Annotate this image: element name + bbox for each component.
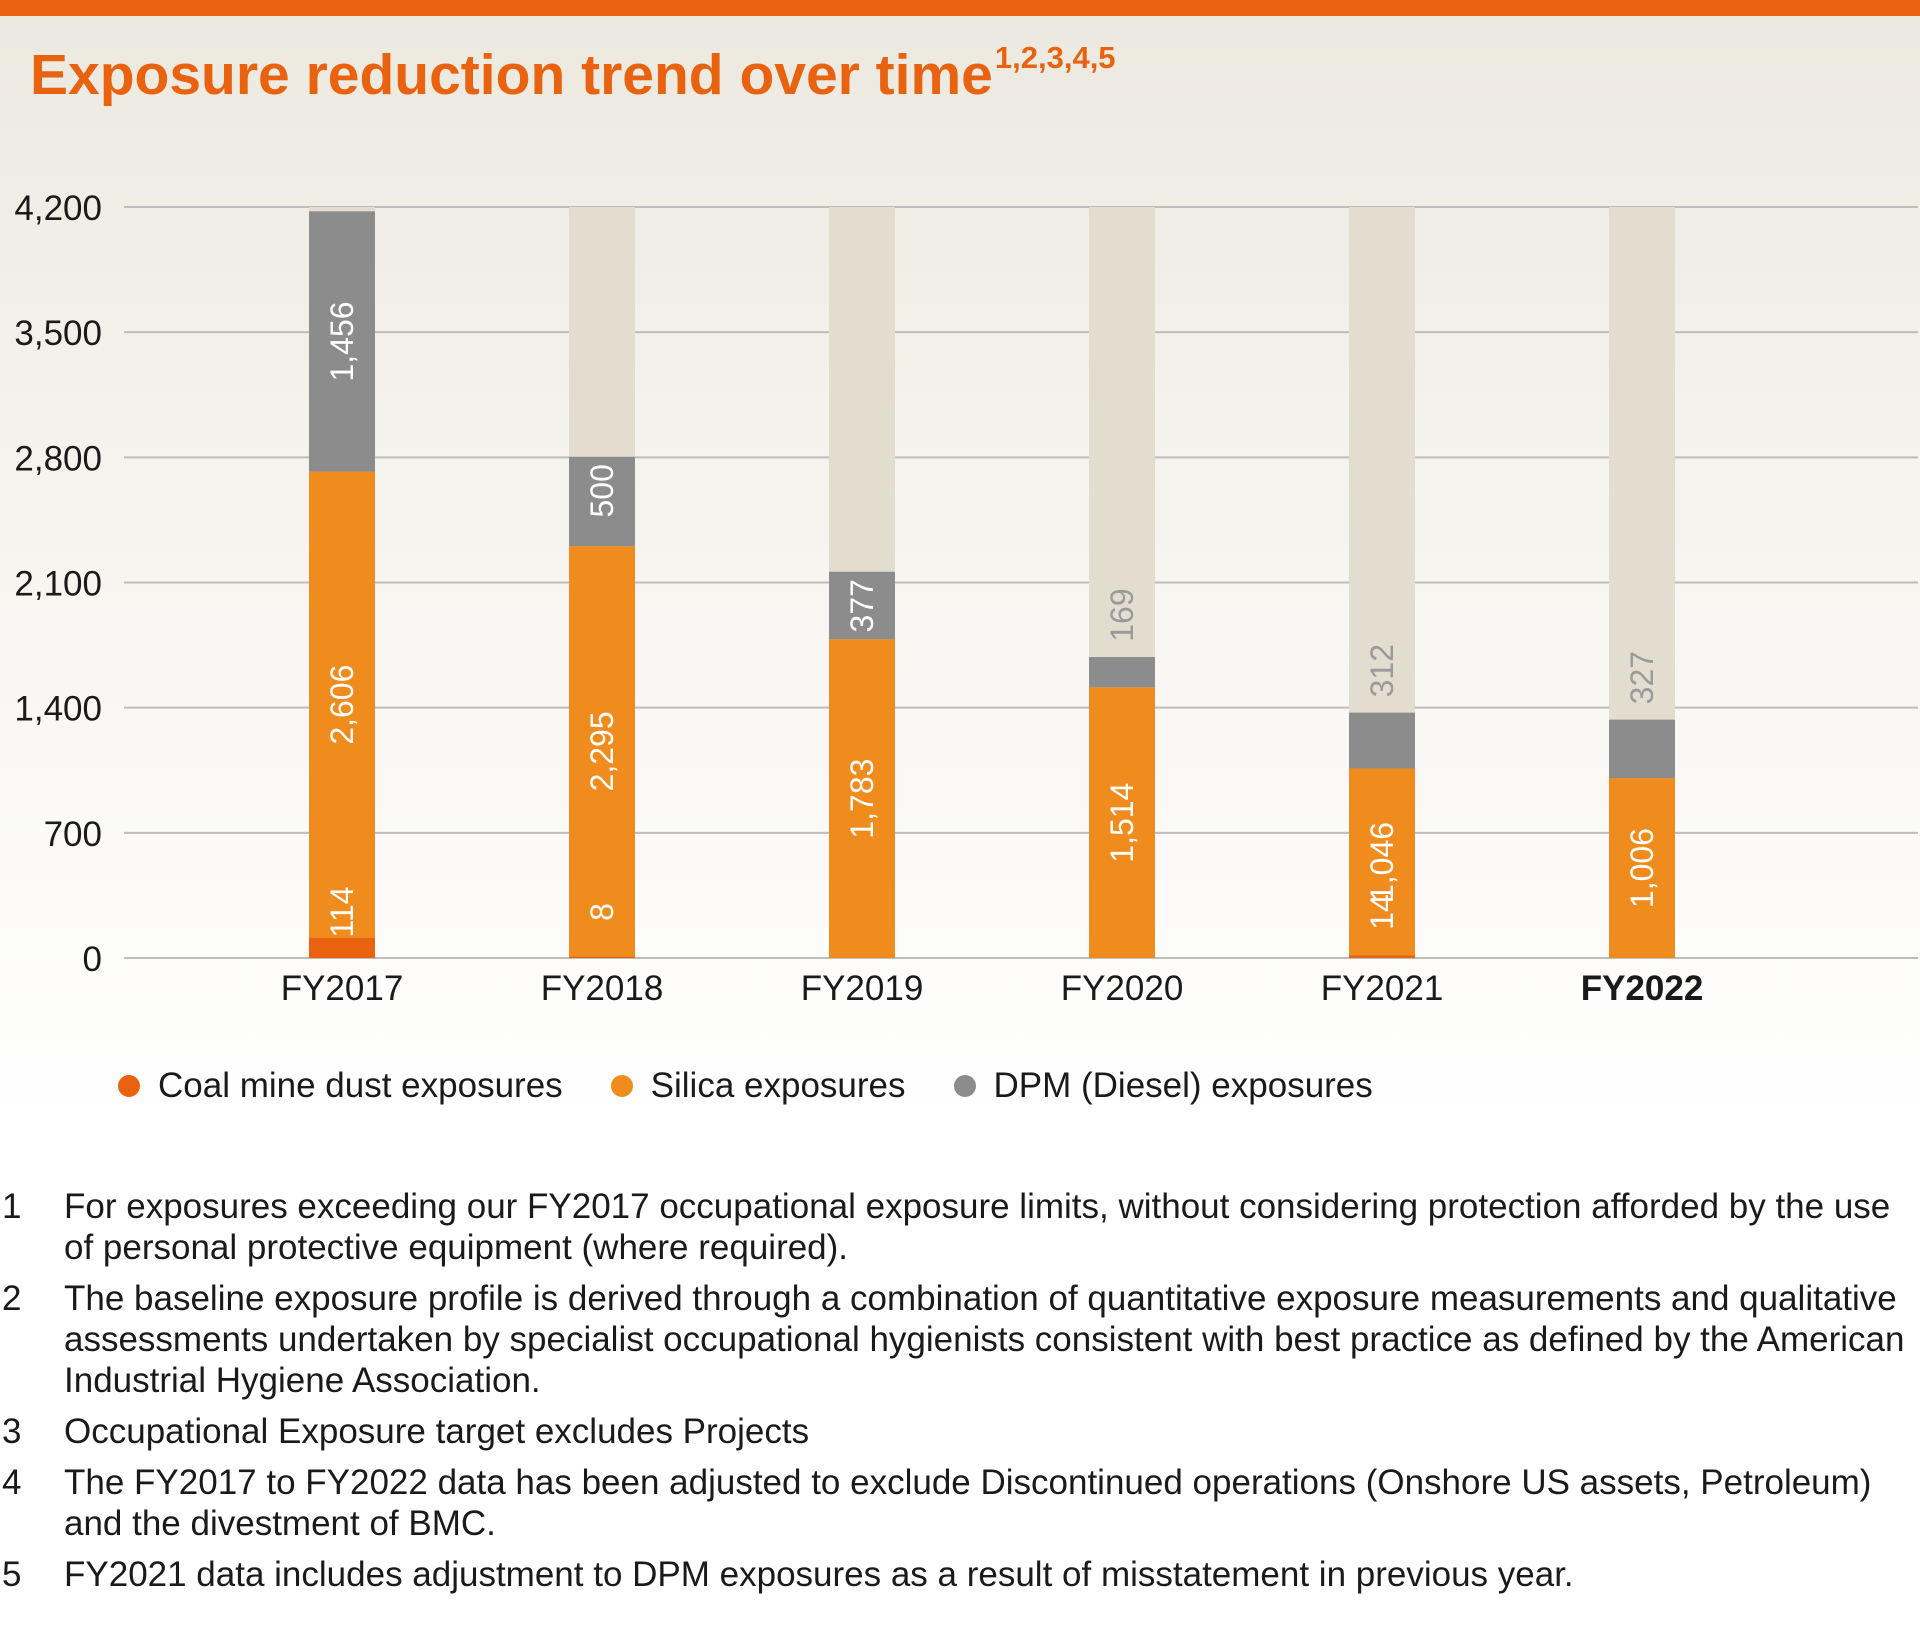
- top-accent-bar: [0, 0, 1920, 16]
- x-tick-label: FY2019: [801, 969, 924, 1008]
- data-label: 1,783: [844, 759, 880, 839]
- footnote-text: Occupational Exposure target excludes Pr…: [64, 1412, 810, 1451]
- data-label: 1,046: [1364, 822, 1400, 902]
- x-tick-label: FY2021: [1321, 969, 1444, 1008]
- data-label: 2,295: [584, 711, 620, 791]
- data-label: 377: [844, 579, 880, 632]
- footnotes: 1 For exposures exceeding our FY2017 occu…: [0, 1186, 1920, 1605]
- bar-segment: [1089, 687, 1155, 958]
- bar-segment: [309, 211, 375, 472]
- legend-item: Silica exposures: [610, 1066, 906, 1106]
- bar-segment: [1349, 768, 1415, 956]
- legend-label: Silica exposures: [650, 1066, 906, 1105]
- footnote-text: The FY2017 to FY2022 data has been adjus…: [64, 1463, 1872, 1543]
- footnote-text: The baseline exposure profile is derived…: [64, 1279, 1905, 1400]
- stacked-bar-chart: 114 2,606 1,456 8 2,295 500 1,783 377 1,514 169 14…: [14, 189, 1918, 1008]
- x-tick-label: FY2020: [1061, 969, 1184, 1008]
- y-tick-label: 0: [83, 940, 102, 979]
- legend-swatch: [118, 1075, 140, 1097]
- footnote-number: 2: [2, 1279, 22, 1318]
- bar-segment: [309, 937, 375, 958]
- legend-item: DPM (Diesel) exposures: [953, 1066, 1373, 1106]
- footnote: 5 FY2021 data includes adjustment to DPM …: [0, 1554, 1920, 1595]
- data-label: 1,514: [1104, 783, 1140, 863]
- bar-segment: [569, 546, 635, 957]
- y-tick-label: 700: [44, 815, 102, 854]
- x-tick-label: FY2022: [1581, 969, 1704, 1008]
- bar-segment: [569, 456, 635, 547]
- footnote-number: 5: [2, 1555, 22, 1594]
- legend: Coal mine dust exposures Silica exposures…: [118, 1066, 1421, 1106]
- data-label: 8: [584, 903, 620, 921]
- bar-segment: [1609, 778, 1675, 958]
- data-label: 312: [1364, 644, 1400, 697]
- legend-swatch: [953, 1075, 976, 1097]
- x-tick-label: FY2017: [281, 969, 404, 1008]
- data-label: 14: [1364, 894, 1400, 930]
- footnote: 2 The baseline exposure profile is derive…: [0, 1278, 1920, 1401]
- bar-segment: [829, 571, 895, 640]
- y-tick-label: 4,200: [14, 189, 102, 228]
- legend-swatch: [610, 1075, 633, 1097]
- data-label: 500: [584, 464, 620, 517]
- bar-segment: [1609, 719, 1675, 779]
- chart-title-text: Exposure reduction trend over time: [30, 43, 993, 107]
- chart-title: Exposure reduction trend over time1,2,3,…: [30, 40, 1116, 108]
- bar-segment: [569, 956, 635, 958]
- footnote-text: FY2021 data includes adjustment to DPM e…: [64, 1555, 1574, 1594]
- data-label: 2,606: [324, 665, 360, 745]
- x-tick-label: FY2018: [541, 969, 664, 1008]
- footnote: 3 Occupational Exposure target excludes P…: [0, 1411, 1920, 1452]
- footnote: 4 The FY2017 to FY2022 data has been adju…: [0, 1462, 1920, 1544]
- legend-item: Coal mine dust exposures: [118, 1066, 563, 1106]
- y-tick-label: 2,800: [14, 439, 102, 478]
- bar-segment: [1349, 955, 1415, 958]
- legend-label: DPM (Diesel) exposures: [993, 1066, 1373, 1105]
- footnote-text: For exposures exceeding our FY2017 occup…: [64, 1187, 1891, 1267]
- chart-title-footnote-refs: 1,2,3,4,5: [994, 40, 1116, 75]
- data-label: 1,006: [1624, 828, 1660, 908]
- bar-segment: [829, 639, 895, 958]
- bar-segment: [1349, 712, 1415, 769]
- data-label-layer: 114 2,606 1,456 8 2,295 500 1,783 377 1,514 169 14…: [324, 301, 1660, 937]
- data-label: 114: [324, 886, 360, 937]
- data-label: 169: [1104, 588, 1140, 641]
- bar-segment: [1089, 657, 1155, 688]
- bar-segment: [309, 471, 375, 938]
- bar-layer: [309, 211, 1675, 958]
- data-label: 327: [1624, 651, 1660, 704]
- footnote-number: 1: [2, 1187, 22, 1226]
- axis-label-layer: 0 700 1,400 2,100 2,800 3,500 4,200 FY2017 FY201…: [14, 189, 1703, 1008]
- footnote: 1 For exposures exceeding our FY2017 occu…: [0, 1186, 1920, 1268]
- footnote-number: 3: [2, 1412, 22, 1451]
- legend-label: Coal mine dust exposures: [158, 1066, 563, 1105]
- y-tick-label: 2,100: [14, 565, 102, 604]
- y-tick-label: 3,500: [14, 314, 102, 353]
- y-tick-label: 1,400: [14, 690, 102, 729]
- data-label: 1,456: [324, 301, 360, 381]
- footnote-number: 4: [2, 1463, 22, 1502]
